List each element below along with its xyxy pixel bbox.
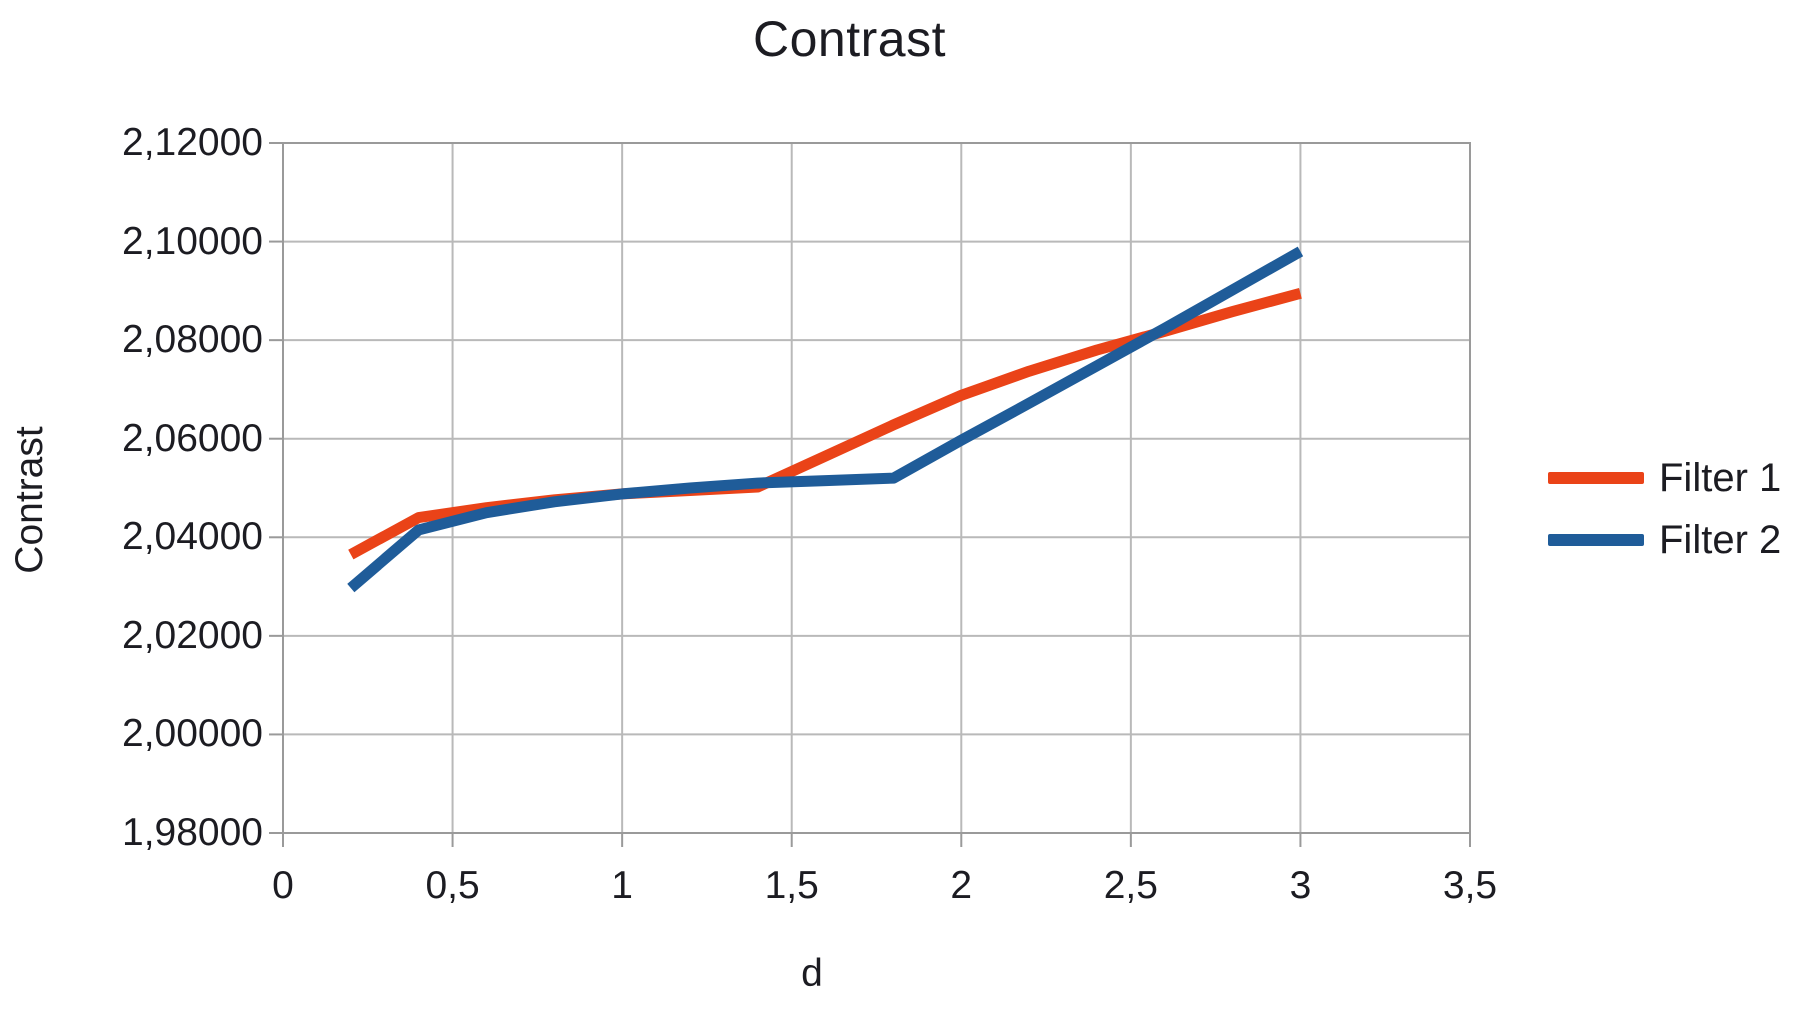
x-tick-label: 0	[272, 864, 294, 907]
legend-item-filter-2: Filter 2	[1548, 518, 1781, 562]
x-tick-label: 3	[1289, 864, 1312, 907]
y-tick-label: 1,98000	[122, 811, 263, 854]
legend-label-filter-1: Filter 1	[1659, 455, 1782, 500]
y-tick-label: 2,12000	[122, 121, 263, 164]
legend-label-filter-2: Filter 2	[1659, 517, 1782, 562]
x-tick-label: 0,5	[425, 864, 480, 907]
chart-title: Contrast	[753, 11, 946, 67]
y-tick-label: 2,06000	[122, 416, 263, 460]
legend-swatch-filter-1	[1548, 472, 1644, 484]
x-tick-label: 1	[611, 864, 633, 907]
y-tick-label: 2,00000	[122, 712, 263, 756]
x-tick-label: 2,5	[1103, 864, 1158, 907]
x-tick-label: 3,5	[1442, 864, 1498, 907]
y-axis-title: Contrast	[8, 426, 51, 574]
x-tick-label: 1,5	[764, 864, 819, 907]
y-tick-label: 2,10000	[122, 219, 263, 263]
y-tick-label: 2,04000	[122, 515, 263, 559]
legend-swatch-filter-2	[1548, 534, 1644, 546]
y-tick-label: 2,02000	[122, 613, 263, 657]
legend: Filter 1 Filter 2	[1548, 456, 1781, 580]
plot-border	[282, 142, 1471, 834]
x-axis-title: d	[801, 952, 823, 995]
legend-item-filter-1: Filter 1	[1548, 456, 1781, 500]
y-tick-label: 2,08000	[122, 318, 263, 362]
x-tick-label: 2	[950, 864, 973, 907]
series-line-filter-2	[347, 246, 1304, 593]
